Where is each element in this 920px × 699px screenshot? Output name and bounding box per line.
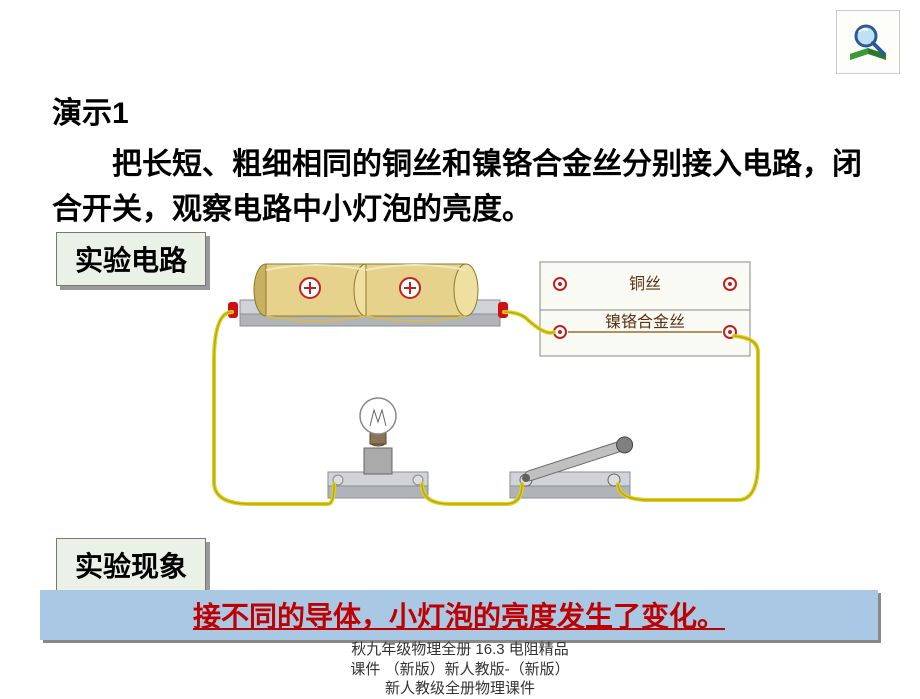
- magnifier-book-icon: [836, 10, 900, 74]
- conclusion-text: 接不同的导体，小灯泡的亮度发生了变化。: [193, 595, 725, 635]
- footer-line-2: 课件 （新版）新人教版-（新版）: [0, 660, 920, 680]
- conclusion-banner: 接不同的导体，小灯泡的亮度发生了变化。: [40, 590, 878, 640]
- nichrome-wire-label: 镍铬合金丝: [605, 312, 685, 331]
- circuit-diagram: 铜丝 镍铬合金丝: [210, 232, 774, 532]
- footer-line-1: 秋九年级物理全册 16.3 电阻精品: [0, 640, 920, 660]
- label-circuit-box: 实验电路: [56, 232, 206, 286]
- label-phenomenon-box: 实验现象: [56, 538, 206, 592]
- slide-title: 演示1: [52, 88, 129, 132]
- slide-description: 把长短、粗细相同的铜丝和镍铬合金丝分别接入电路，闭合开关，观察电路中小灯泡的亮度…: [52, 142, 890, 232]
- copper-wire-label: 铜丝: [629, 275, 661, 293]
- footer-line-3: 新人教级全册物理课件: [0, 679, 920, 699]
